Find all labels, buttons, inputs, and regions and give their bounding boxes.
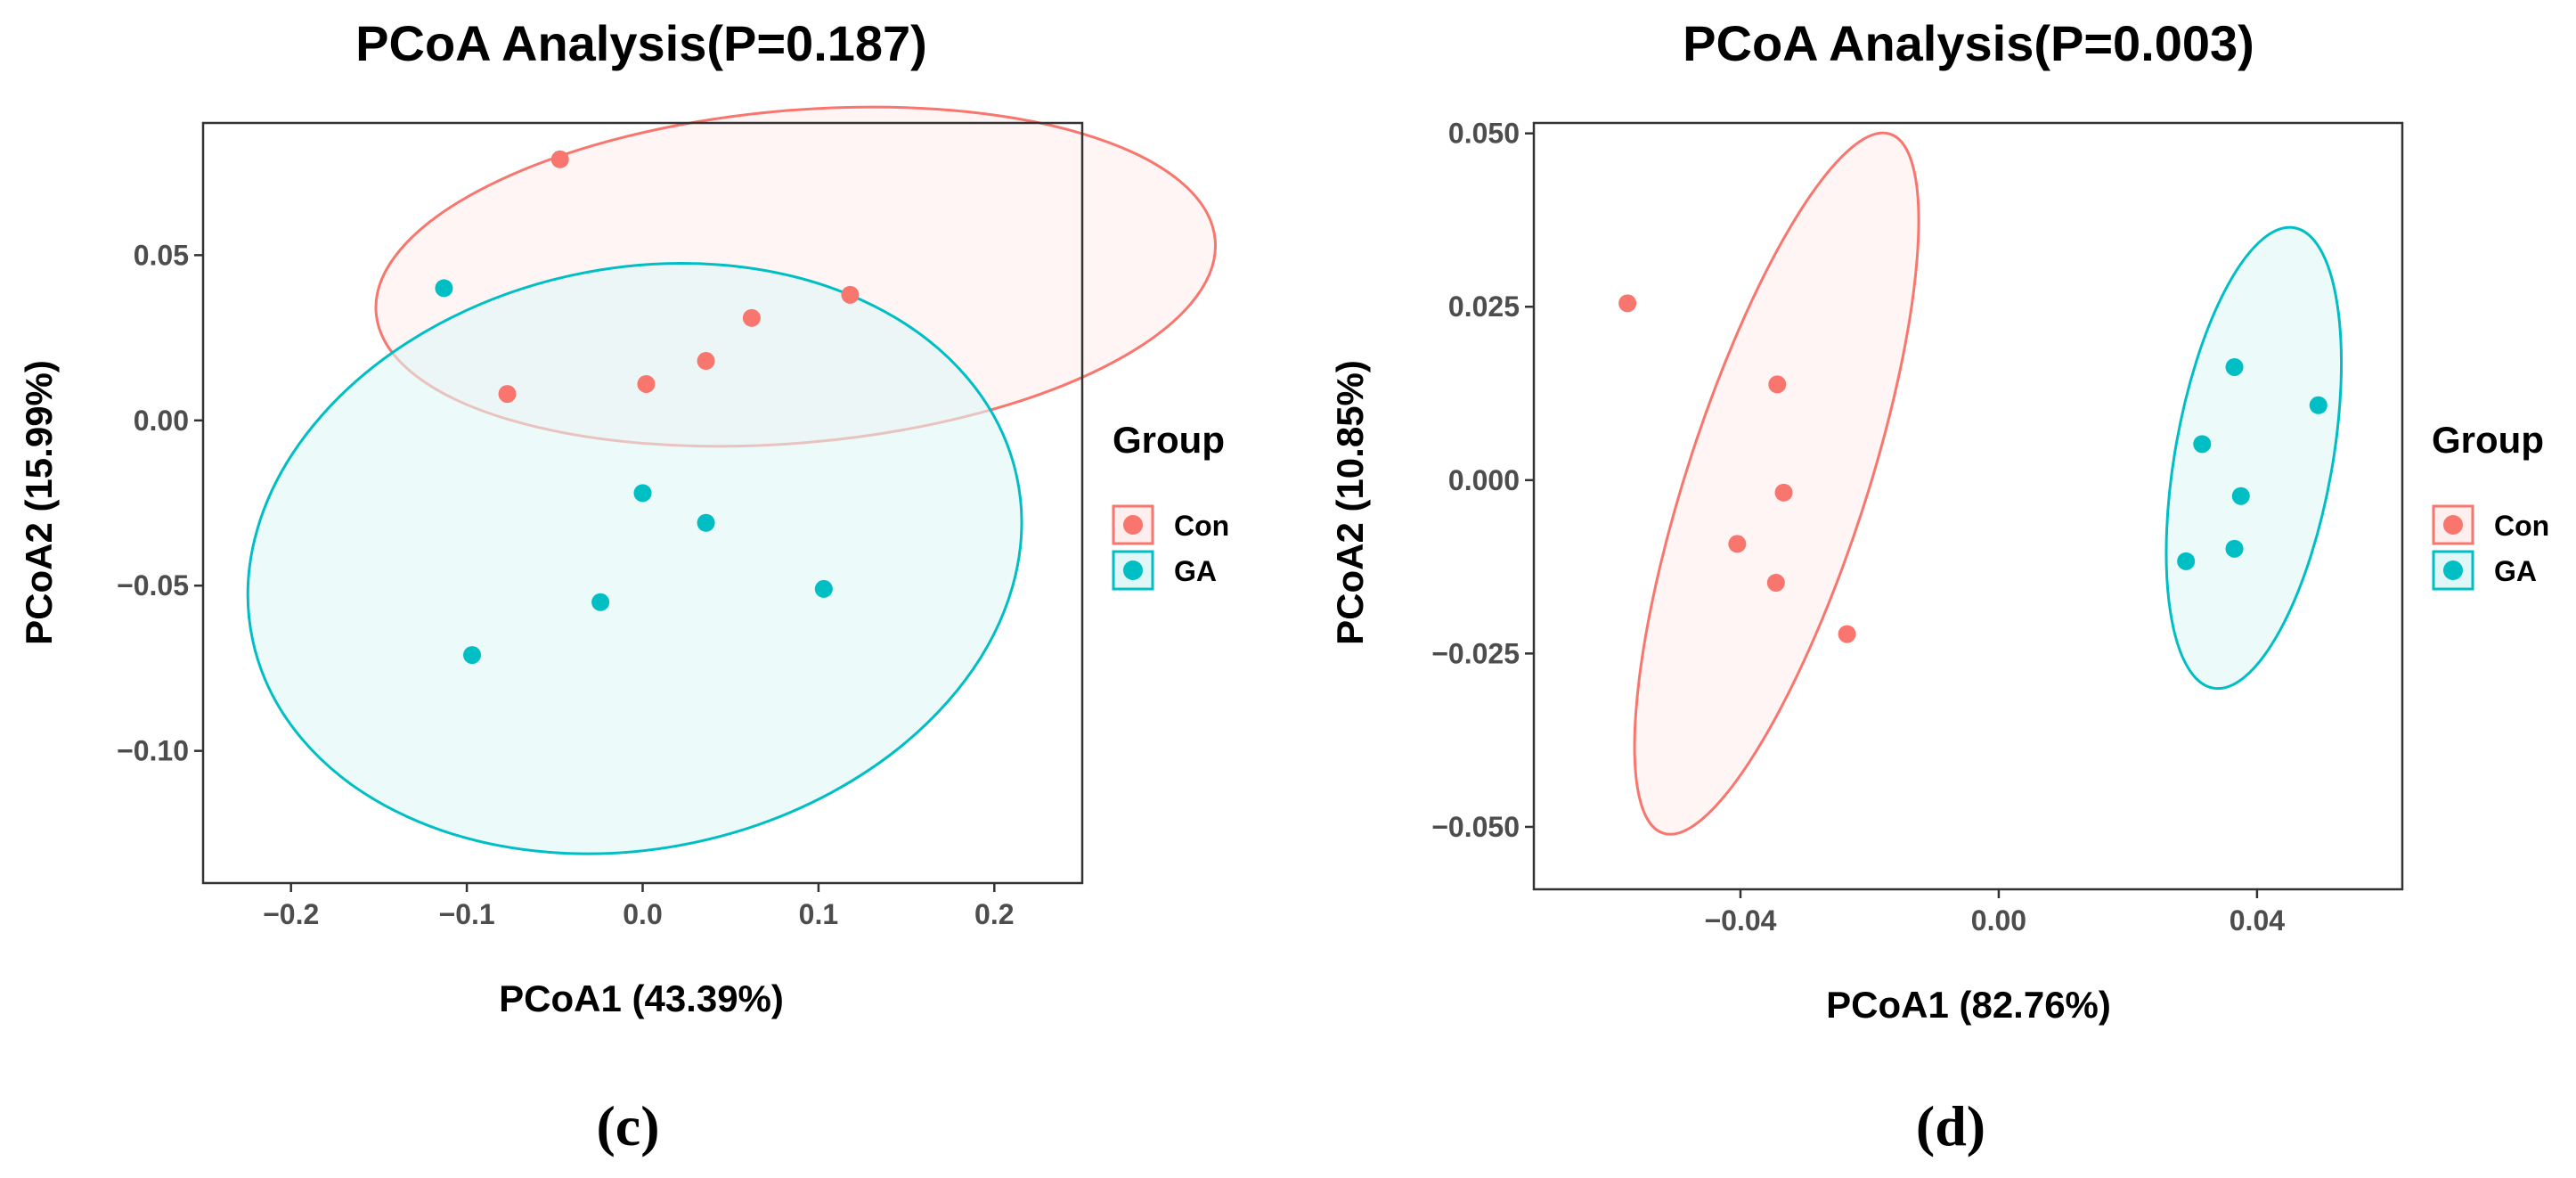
data-point-ga	[697, 513, 715, 532]
data-point-con	[1768, 375, 1787, 394]
legend-marker-con	[1123, 515, 1143, 535]
data-point-ga	[814, 579, 833, 598]
legend-title: Group	[1113, 419, 1225, 461]
legend: Group Con GA	[2432, 419, 2549, 591]
chart-panel-c: PCoA Analysis(P=0.187) −0.2 −0.1 0.0 0.1 0.2…	[18, 15, 1229, 1158]
y-tick-label: 0.05	[134, 239, 189, 271]
y-tick-label: −0.025	[1431, 637, 1520, 669]
legend-title: Group	[2432, 419, 2544, 461]
data-point-ga	[435, 279, 453, 298]
data-point-ga	[463, 646, 482, 665]
data-point-con	[637, 374, 656, 393]
data-point-con	[1728, 535, 1747, 553]
panel-label: (d)	[1916, 1094, 1985, 1158]
chart-title: PCoA Analysis(P=0.187)	[355, 15, 927, 71]
legend-label-ga: GA	[2494, 555, 2537, 587]
data-point-con	[841, 285, 860, 304]
confidence-ellipse-con	[1633, 131, 1920, 836]
data-point-ga	[591, 593, 610, 611]
y-tick-label: 0.050	[1448, 118, 1520, 150]
axis-ticks: −0.2 −0.1 0.0 0.1 0.2 0.05 0.00 −0.05 −0.10	[117, 239, 1015, 930]
data-point-con	[1766, 574, 1785, 592]
legend-key-ga	[2432, 550, 2474, 591]
data-point-ga	[2177, 552, 2196, 570]
legend-label-ga: GA	[1174, 555, 1217, 587]
ellipse-layer	[1633, 131, 2344, 836]
panel-label: (c)	[596, 1094, 659, 1158]
legend-label-con: Con	[1174, 510, 1229, 542]
chart-title: PCoA Analysis(P=0.003)	[1683, 15, 2254, 71]
data-point-con	[550, 150, 569, 168]
x-tick-label: 0.1	[799, 898, 838, 930]
data-point-con	[1618, 294, 1637, 313]
chart-panel-d: PCoA Analysis(P=0.003) −0.04 0.00 0.04 0.05…	[1329, 15, 2549, 1158]
data-point-ga	[2193, 435, 2212, 454]
data-point-ga	[2309, 396, 2327, 414]
y-axis-title: PCoA2 (10.85%)	[1329, 360, 1371, 645]
x-tick-label: 0.04	[2230, 904, 2285, 937]
x-axis-title: PCoA1 (82.76%)	[1826, 984, 2111, 1026]
y-tick-label: 0.00	[134, 405, 189, 437]
x-tick-label: 0.0	[623, 898, 662, 930]
legend-marker-ga	[2443, 560, 2463, 580]
data-point-con	[742, 308, 761, 327]
legend-marker-con	[2443, 515, 2463, 535]
x-tick-label: −0.2	[263, 898, 319, 930]
y-axis-title: PCoA2 (15.99%)	[18, 360, 60, 645]
data-point-con	[1774, 483, 1793, 502]
data-point-ga	[2225, 357, 2244, 376]
y-tick-label: −0.050	[1431, 811, 1520, 843]
data-point-con	[498, 385, 517, 404]
y-tick-label: −0.10	[117, 735, 189, 767]
x-axis-title: PCoA1 (43.39%)	[499, 978, 784, 1019]
legend-label-con: Con	[2494, 510, 2549, 542]
data-point-ga	[2225, 539, 2244, 558]
points-layer	[1618, 294, 2327, 643]
confidence-ellipse-ga	[2164, 225, 2344, 691]
x-tick-label: 0.00	[1971, 904, 2026, 937]
points-layer	[435, 150, 860, 665]
confidence-ellipse-ga	[246, 262, 1023, 855]
data-point-con	[697, 352, 715, 371]
plot-frame	[1532, 121, 2404, 891]
axis-ticks: −0.04 0.00 0.04 0.050 0.025 0.000 −0.025 −0.050	[1431, 118, 2285, 937]
y-tick-label: 0.025	[1448, 290, 1520, 323]
x-tick-label: −0.04	[1704, 904, 1776, 937]
legend: Group Con GA	[1112, 419, 1229, 591]
legend-marker-ga	[1123, 560, 1143, 580]
data-point-ga	[2231, 487, 2250, 505]
data-point-con	[1838, 625, 1856, 643]
x-tick-label: −0.1	[439, 898, 495, 930]
data-point-ga	[633, 484, 652, 503]
ellipse-layer	[246, 105, 1217, 855]
x-tick-label: 0.2	[974, 898, 1014, 930]
y-tick-label: 0.000	[1448, 464, 1520, 496]
y-tick-label: −0.05	[117, 569, 189, 601]
